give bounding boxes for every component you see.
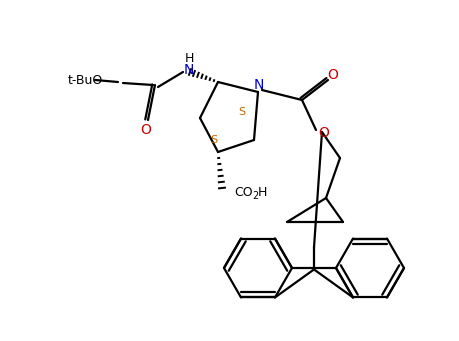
Text: t-BuO: t-BuO xyxy=(68,74,103,87)
Text: 2: 2 xyxy=(252,191,258,201)
Text: O: O xyxy=(319,126,330,140)
Text: S: S xyxy=(238,107,246,117)
Text: N: N xyxy=(254,78,264,92)
Text: H: H xyxy=(258,186,268,198)
Text: N: N xyxy=(184,63,194,77)
Text: H: H xyxy=(185,51,194,64)
Text: S: S xyxy=(210,135,218,145)
Text: CO: CO xyxy=(234,186,252,198)
Text: O: O xyxy=(140,123,151,137)
Text: O: O xyxy=(328,68,338,82)
